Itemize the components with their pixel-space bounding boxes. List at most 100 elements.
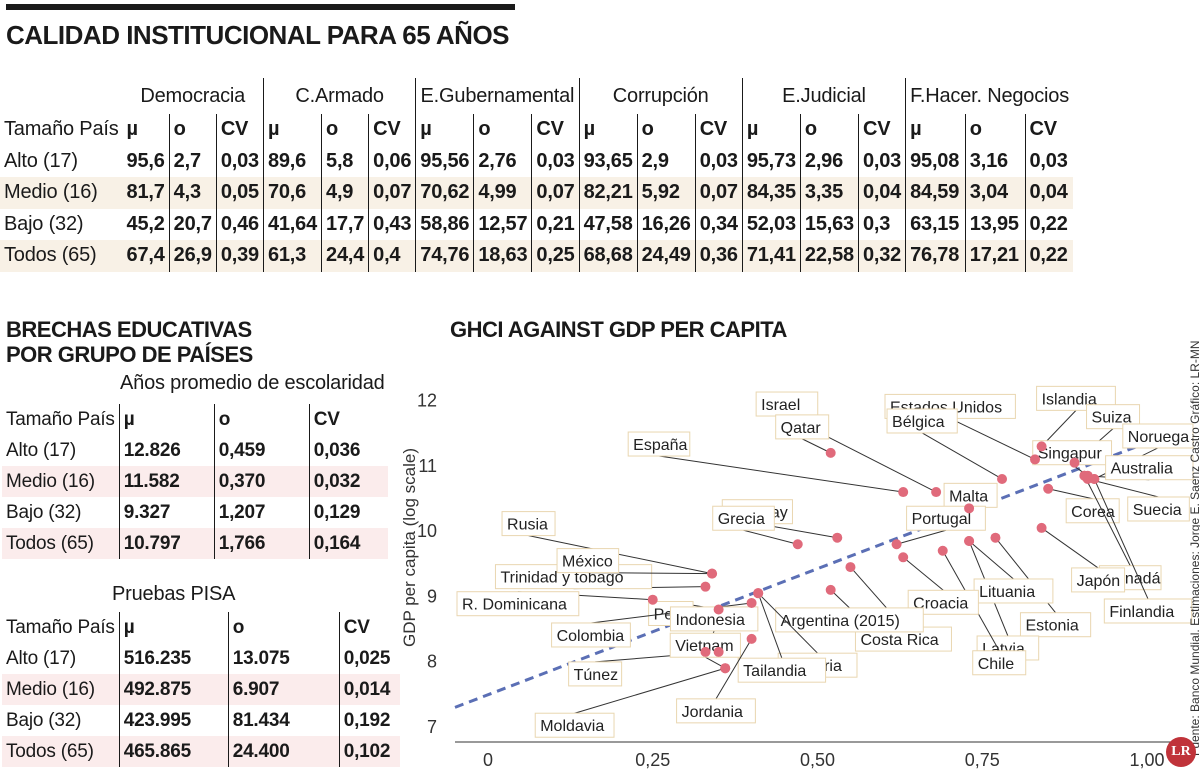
table-cell: 52,03 [741,208,801,240]
point-label-box [1071,567,1126,593]
point-label-box [755,391,819,417]
point-label: Jordania [682,704,743,721]
y-axis-label: GDP per capita (log scale) [400,448,419,647]
table-cell: 516.235 [118,643,229,674]
trendline [454,428,1181,709]
point-label-box [775,607,924,633]
data-point [832,532,843,543]
point-label-box [712,505,775,531]
point-label: Portugal [912,511,972,528]
point-label-box [568,661,623,687]
table-cell: 0,03 [857,145,906,177]
table-cell: 24,49 [636,240,696,272]
table-cell: 0,032 [308,466,388,497]
point-label: Croacia [913,595,968,612]
table1-stat-header: µ [905,114,966,146]
point-label-box [775,414,830,440]
top-rule [6,4,515,10]
data-point [997,473,1008,484]
table-cell: 4,9 [321,177,369,209]
point-label: Argentina (2015) [781,613,900,630]
pisa-table: Tamaño País µ o CV Alto (17) 516.235 13.075 0,0… [2,612,400,767]
table1-group-3: E.Gubernamental [415,78,580,114]
y-tick-label: 9 [427,586,437,606]
data-point [931,487,942,498]
point-leader [921,432,1003,480]
point-label: Malta [949,488,988,505]
table-cell: 10.797 [118,528,215,559]
pisa-header-cell: o [227,612,340,643]
table-row: Todos (65) 67,4 26,9 0,39 61,3 24,4 0,4 74,76 18… [0,240,1073,272]
table-cell: 9.327 [118,497,215,528]
table-row: Medio (16) 11.582 0,370 0,032 [2,466,388,497]
institutional-quality-table: Democracia C.Armado E.Gubernamental Corrupc… [0,78,1073,272]
table-row: Bajo (32) 45,2 20,7 0,46 41,64 17,7 0,43 58,86 1… [0,208,1073,240]
point-label: Indonesia [675,612,744,629]
data-point [713,646,724,657]
point-label: Corea [1071,504,1115,521]
data-point [898,487,909,498]
table1-group-header-row: Democracia C.Armado E.Gubernamental Corrupc… [0,78,1073,114]
table-cell: 12.826 [118,435,215,466]
data-point [990,532,1001,543]
table-cell: 0,03 [694,145,743,177]
table1-group-6: F.Hacer. Negocios [905,78,1073,114]
pisa-header-cell: Tamaño País [6,616,115,638]
point-label: Rusia [507,517,548,534]
data-point [891,539,902,550]
point-label: Japón [1077,573,1121,590]
table-cell: 0,192 [338,705,400,736]
table-cell: 24.400 [227,736,340,767]
table-cell: 67,4 [122,240,170,272]
table-cell: 0,03 [531,145,580,177]
point-leader [1048,488,1093,500]
table1-stat-header: µ [741,114,801,146]
table1-group-1: Democracia [140,84,246,107]
point-label-box [534,712,615,738]
table-cell: 0,07 [694,177,743,209]
point-label: Chile [978,656,1015,673]
table-cell: 423.995 [118,705,229,736]
table-cell: 0,459 [213,435,310,466]
point-leader [801,438,831,454]
table1-stat-header: CV [368,114,416,146]
y-tick-label: 11 [418,456,437,476]
data-point [746,633,757,644]
point-label: Grecia [718,511,765,528]
row-label: Bajo (32) [6,501,82,523]
data-point [1043,483,1054,494]
table-cell: 24,4 [321,240,369,272]
row-label: Todos (65) [2,736,120,767]
point-label: Singapur [1038,446,1103,463]
table-cell: 0,03 [1024,145,1073,177]
point-label: Moldavia [540,718,604,735]
point-label-box [1122,423,1194,449]
table-cell: 0,129 [308,497,388,528]
table-cell: 81,7 [122,177,170,209]
point-label: Estonia [1025,618,1078,635]
table-cell: 0,05 [215,177,264,209]
ghci-gdp-scatter-chart: GDP per capita (log scale) 7 8 9 10 11 12 0 0,25… [400,385,1194,770]
row-label: Todos (65) [2,528,120,559]
pisa-subtitle: Pruebas PISA [112,583,236,605]
table-cell: 0,32 [857,240,906,272]
table-cell: 0,43 [368,208,416,240]
table-cell: 17,21 [964,240,1025,272]
table1-row-header: Tamaño País [4,118,119,141]
table-row: Alto (17) 516.235 13.075 0,025 [2,643,400,674]
table-cell: 95,08 [905,145,966,177]
point-leader [949,417,1036,460]
table-row: Bajo (32) 9.327 1,207 0,129 [2,497,388,528]
point-leader [743,529,798,545]
schooling-subtitle: Años promedio de escolaridad [120,372,385,394]
data-point [720,663,731,674]
table-cell: 11.582 [118,466,215,497]
table-row: Alto (17) 12.826 0,459 0,036 [2,435,388,466]
table-cell: 492.875 [118,674,229,705]
point-label-box [1127,496,1190,522]
table-cell: 0,04 [857,177,906,209]
point-label: Australia [1111,461,1173,478]
point-label-box [551,622,631,648]
point-label: Finlandia [1109,604,1174,621]
point-label: Lituania [979,584,1035,601]
